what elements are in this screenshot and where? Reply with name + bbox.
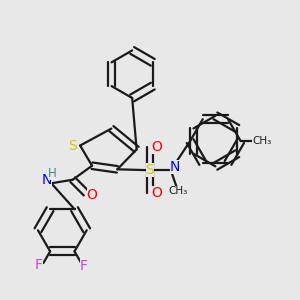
- Text: O: O: [87, 188, 98, 202]
- Text: N: N: [42, 173, 52, 187]
- Text: F: F: [35, 258, 43, 272]
- Text: CH₃: CH₃: [169, 186, 188, 196]
- Text: S: S: [146, 163, 154, 177]
- Text: F: F: [80, 259, 88, 273]
- Text: O: O: [151, 140, 162, 154]
- Text: N: N: [170, 160, 181, 174]
- Text: S: S: [68, 139, 77, 152]
- Text: O: O: [151, 186, 162, 200]
- Text: H: H: [48, 167, 57, 180]
- Text: CH₃: CH₃: [252, 136, 272, 146]
